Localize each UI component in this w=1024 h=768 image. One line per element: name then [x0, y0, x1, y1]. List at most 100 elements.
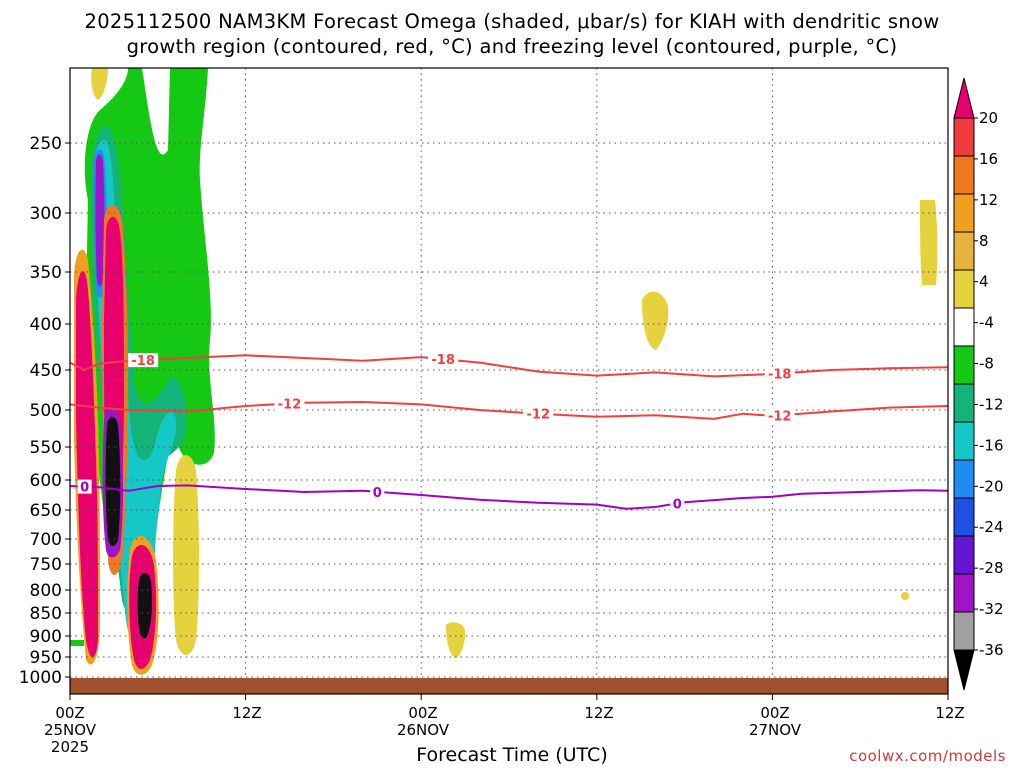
contour-label: 0 [673, 497, 682, 512]
x-tick-time: 12Z [584, 704, 614, 722]
y-axis: 250 300 350 400 450 500 550 600 650 700 750 800 850 9… [19, 134, 70, 688]
colorbar: 20 16 12 8 4 -4 -8 -12 -16 -20 -24 -28 -32 -36 [953, 77, 1004, 691]
colorbar-box [953, 155, 975, 195]
x-tick-date: 25NOV [43, 721, 97, 739]
y-tick-label: 250 [30, 134, 62, 154]
x-tick-label-12z-2: 12Z [569, 705, 629, 722]
colorbar-label: -28 [979, 559, 1004, 577]
colorbar-box [953, 421, 975, 461]
y-tick-label: 700 [30, 530, 62, 550]
y-tick-label: 950 [30, 648, 62, 668]
x-tick-label-00z-27nov: 00Z 27NOV [745, 705, 805, 739]
colorbar-top-arrow [953, 77, 975, 119]
y-tick-label: 600 [30, 471, 62, 491]
contour-label: 0 [80, 481, 89, 496]
y-tick-label: 400 [30, 315, 62, 335]
contour-label: -18 [131, 354, 155, 369]
x-tick-label-00z-26nov: 00Z 26NOV [393, 705, 453, 739]
contour-label-bg [764, 408, 795, 423]
colorbar-label: -4 [979, 314, 994, 332]
colorbar-label: -24 [979, 518, 1004, 536]
colorbar-box [953, 611, 975, 651]
gridlines [70, 68, 948, 694]
y-tick-label: 1000 [19, 668, 62, 688]
omega-shade-yellow-3 [920, 200, 938, 285]
colorbar-label: 20 [979, 109, 998, 127]
x-tick-date: 26NOV [396, 721, 450, 739]
colorbar-label: 4 [979, 273, 989, 291]
y-tick-label: 800 [30, 581, 62, 601]
colorbar-label: 16 [979, 150, 998, 168]
x-tick-date: 27NOV [748, 721, 802, 739]
y-tick-label: 900 [30, 627, 62, 647]
y-tick-label: 850 [30, 604, 62, 624]
colorbar-bottom-arrow [953, 649, 975, 691]
colorbar-label: 12 [979, 191, 998, 209]
colorbar-label: -16 [979, 436, 1004, 454]
contour-label-bg [764, 366, 795, 381]
contours: -18 -18 -18 -12 -12 -12 0 0 0 [69, 352, 949, 512]
contour-label: 0 [373, 486, 382, 501]
colorbar-label: 8 [979, 232, 989, 250]
contour-freezing-level [69, 484, 949, 510]
x-axis-ticks [69, 694, 949, 700]
colorbar-box [953, 193, 975, 233]
omega-shade-black-lower [137, 572, 152, 639]
omega-shade-yellow-top [91, 68, 108, 100]
omega-shade-black-core [105, 416, 121, 546]
colorbar-box [953, 269, 975, 309]
colorbar-box [953, 459, 975, 499]
contour-label-bg [428, 352, 459, 367]
omega-shade-yellow-4 [446, 622, 466, 658]
colorbar-label: -12 [979, 395, 1004, 413]
colorbar-box [953, 383, 975, 423]
contour-label: -18 [431, 353, 455, 368]
y-tick-label: 350 [30, 263, 62, 283]
x-tick-time: 12Z [232, 704, 262, 722]
y-tick-label: 550 [30, 438, 62, 458]
contour-label: -12 [278, 398, 302, 413]
y-tick-label: 500 [30, 401, 62, 421]
y-tick-label: 450 [30, 361, 62, 381]
colorbar-box [953, 117, 975, 157]
omega-shade-yellow-5 [901, 592, 909, 600]
contour-label-bg [523, 406, 554, 421]
x-tick-time: 12Z [935, 704, 965, 722]
colorbar-box [953, 231, 975, 271]
x-tick-time: 00Z [55, 704, 85, 722]
colorbar-box [953, 345, 975, 385]
terrain-bar [70, 678, 948, 694]
x-tick-label-12z-1: 12Z [217, 705, 277, 722]
chart-title-line-2: growth region (contoured, red, °C) and f… [126, 35, 898, 58]
plot-frame [69, 67, 949, 695]
contour-label-bg [670, 496, 685, 511]
x-tick-label-12z-3: 12Z [920, 705, 980, 722]
colorbar-label: -36 [979, 641, 1004, 659]
contour-label: -18 [768, 368, 792, 383]
omega-shade-purple [95, 154, 105, 286]
x-axis-title: Forecast Time (UTC) [416, 744, 608, 766]
colorbar-box [953, 573, 975, 613]
site-credit: coolwx.com/models [849, 747, 1006, 765]
x-tick-time: 00Z [760, 704, 790, 722]
x-tick-time: 00Z [408, 704, 438, 722]
y-tick-label: 750 [30, 555, 62, 575]
contour-label-bg [128, 353, 159, 368]
contour-label: -12 [527, 408, 551, 423]
x-tick-label-00z-25nov: 00Z 25NOV 2025 [40, 705, 100, 756]
contour-label-bg [77, 479, 92, 494]
omega-shading [70, 68, 938, 675]
y-tick-label: 300 [30, 204, 62, 224]
contour-label: -12 [768, 409, 792, 424]
omega-shade-green-bit [70, 640, 84, 646]
contour-label-bg [274, 396, 305, 411]
omega-shade-yellow-2 [642, 291, 669, 350]
x-tick-year: 2025 [50, 738, 90, 756]
chart-title-line-1: 2025112500 NAM3KM Forecast Omega (shaded… [84, 10, 940, 33]
colorbar-box [953, 497, 975, 537]
colorbar-box [953, 535, 975, 575]
colorbar-label: -32 [979, 600, 1004, 618]
colorbar-label: -20 [979, 477, 1004, 495]
colorbar-label: -8 [979, 355, 994, 373]
